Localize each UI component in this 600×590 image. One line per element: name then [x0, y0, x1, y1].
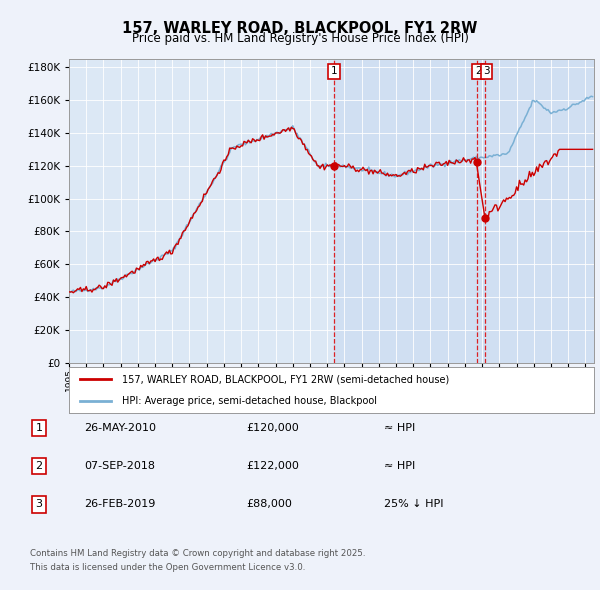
Text: ≈ HPI: ≈ HPI — [384, 423, 415, 432]
Text: 2: 2 — [475, 66, 482, 76]
157, WARLEY ROAD, BLACKPOOL, FY1 2RW (semi-detached house) — [427, 162, 434, 169]
HPI: Average price, semi-detached house, Blackpool: (2e+03, 6.32e+04): Average price, semi-detached house, Blac… — [156, 255, 163, 263]
Text: HPI: Average price, semi-detached house, Blackpool: HPI: Average price, semi-detached house,… — [121, 395, 377, 405]
Text: Price paid vs. HM Land Registry's House Price Index (HPI): Price paid vs. HM Land Registry's House … — [131, 32, 469, 45]
Line: 157, WARLEY ROAD, BLACKPOOL, FY1 2RW (semi-detached house): 157, WARLEY ROAD, BLACKPOOL, FY1 2RW (se… — [69, 127, 593, 293]
Bar — [334, 59, 594, 363]
Text: 07-SEP-2018: 07-SEP-2018 — [84, 461, 155, 471]
HPI: Average price, semi-detached house, Blackpool: (2.02e+03, 1.2e+05): Average price, semi-detached house, Blac… — [425, 162, 433, 169]
157, WARLEY ROAD, BLACKPOOL, FY1 2RW (semi-detached house) — [65, 289, 73, 296]
Text: 157, WARLEY ROAD, BLACKPOOL, FY1 2RW: 157, WARLEY ROAD, BLACKPOOL, FY1 2RW — [122, 21, 478, 35]
Text: £122,000: £122,000 — [246, 461, 299, 471]
Text: Contains HM Land Registry data © Crown copyright and database right 2025.: Contains HM Land Registry data © Crown c… — [30, 549, 365, 558]
Text: 3: 3 — [483, 66, 490, 76]
157, WARLEY ROAD, BLACKPOOL, FY1 2RW (semi-detached house) — [70, 289, 77, 296]
HPI: Average price, semi-detached house, Blackpool: (2e+03, 4.33e+04): Average price, semi-detached house, Blac… — [65, 288, 73, 295]
Text: 26-FEB-2019: 26-FEB-2019 — [84, 500, 155, 509]
Text: 3: 3 — [35, 500, 43, 509]
157, WARLEY ROAD, BLACKPOOL, FY1 2RW (semi-detached house) — [351, 165, 358, 172]
HPI: Average price, semi-detached house, Blackpool: (2e+03, 5.08e+04): Average price, semi-detached house, Blac… — [118, 276, 125, 283]
157, WARLEY ROAD, BLACKPOOL, FY1 2RW (semi-detached house) — [455, 159, 463, 166]
Line: HPI: Average price, semi-detached house, Blackpool: HPI: Average price, semi-detached house,… — [69, 96, 593, 292]
157, WARLEY ROAD, BLACKPOOL, FY1 2RW (semi-detached house) — [156, 257, 163, 264]
HPI: Average price, semi-detached house, Blackpool: (2.03e+03, 1.62e+05): Average price, semi-detached house, Blac… — [587, 93, 595, 100]
157, WARLEY ROAD, BLACKPOOL, FY1 2RW (semi-detached house) — [175, 241, 182, 248]
Text: 26-MAY-2010: 26-MAY-2010 — [84, 423, 156, 432]
Text: 1: 1 — [35, 423, 43, 432]
157, WARLEY ROAD, BLACKPOOL, FY1 2RW (semi-detached house) — [118, 274, 125, 281]
Text: 2: 2 — [35, 461, 43, 471]
Text: £88,000: £88,000 — [246, 500, 292, 509]
HPI: Average price, semi-detached house, Blackpool: (2e+03, 4.3e+04): Average price, semi-detached house, Blac… — [67, 289, 74, 296]
HPI: Average price, semi-detached house, Blackpool: (2.03e+03, 1.62e+05): Average price, semi-detached house, Blac… — [589, 93, 596, 100]
HPI: Average price, semi-detached house, Blackpool: (2.02e+03, 1.22e+05): Average price, semi-detached house, Blac… — [454, 159, 461, 166]
157, WARLEY ROAD, BLACKPOOL, FY1 2RW (semi-detached house) — [589, 146, 596, 153]
Text: This data is licensed under the Open Government Licence v3.0.: This data is licensed under the Open Gov… — [30, 563, 305, 572]
HPI: Average price, semi-detached house, Blackpool: (2e+03, 7.41e+04): Average price, semi-detached house, Blac… — [175, 238, 182, 245]
HPI: Average price, semi-detached house, Blackpool: (2.01e+03, 1.19e+05): Average price, semi-detached house, Blac… — [349, 164, 356, 171]
157, WARLEY ROAD, BLACKPOOL, FY1 2RW (semi-detached house) — [288, 124, 295, 131]
Text: ≈ HPI: ≈ HPI — [384, 461, 415, 471]
Text: 25% ↓ HPI: 25% ↓ HPI — [384, 500, 443, 509]
Text: 1: 1 — [331, 66, 337, 76]
Text: £120,000: £120,000 — [246, 423, 299, 432]
Text: 157, WARLEY ROAD, BLACKPOOL, FY1 2RW (semi-detached house): 157, WARLEY ROAD, BLACKPOOL, FY1 2RW (se… — [121, 375, 449, 385]
